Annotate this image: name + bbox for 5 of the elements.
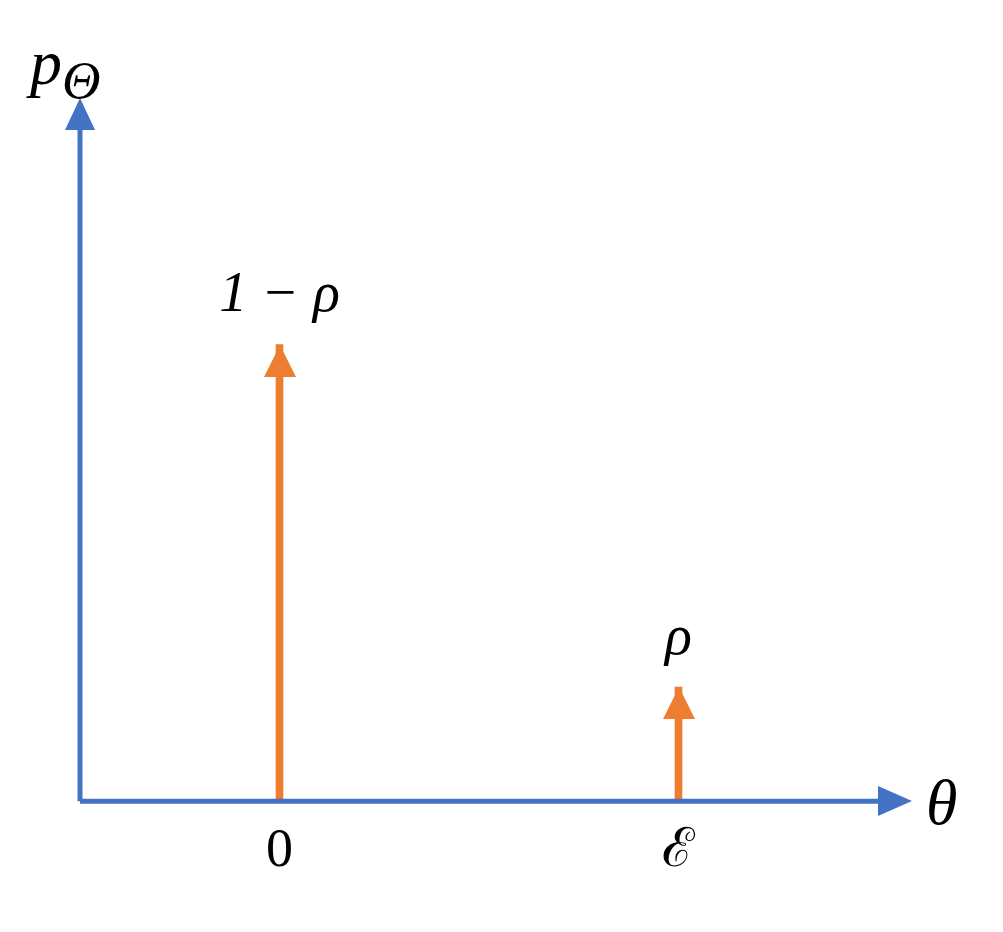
annotation: ρ	[663, 603, 692, 666]
x-tick-label: 0	[266, 817, 293, 878]
x-tick-label: ℰ	[662, 817, 696, 878]
annotation: 1 − ρ	[219, 261, 340, 324]
x-axis-title: θ	[926, 766, 958, 840]
